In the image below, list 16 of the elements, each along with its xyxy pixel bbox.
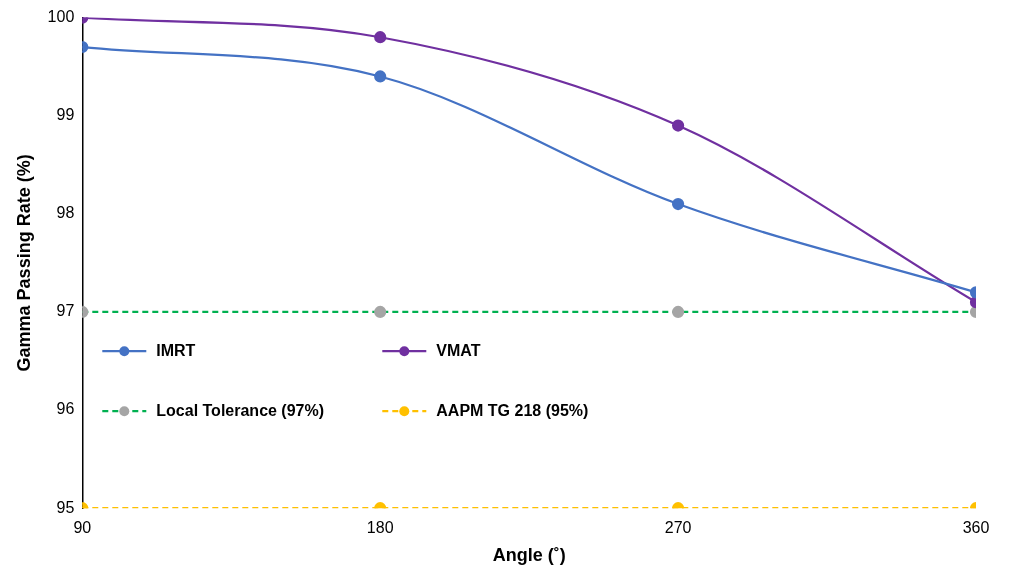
y-tick-label: 97: [56, 302, 75, 320]
legend-label: IMRT: [156, 341, 196, 359]
x-tick-label: 360: [962, 519, 990, 537]
x-tick-label: 180: [366, 519, 394, 537]
y-tick-label: 100: [47, 8, 75, 26]
x-tick-label: 270: [664, 519, 692, 537]
y-tick-label: 98: [56, 204, 75, 222]
x-tick-label: 90: [73, 519, 92, 537]
y-tick-label: 99: [56, 106, 75, 124]
y-axis-title: Gamma Passing Rate (%): [13, 154, 34, 372]
legend-label: AAPM TG 218 (95%): [436, 401, 589, 419]
legend-label: VMAT: [436, 341, 481, 359]
y-tick-label: 96: [56, 400, 75, 418]
y-tick-label: 95: [56, 498, 75, 516]
legend-label: Local Tolerance (97%): [156, 401, 325, 419]
x-axis-title: Angle (˚): [492, 545, 566, 566]
